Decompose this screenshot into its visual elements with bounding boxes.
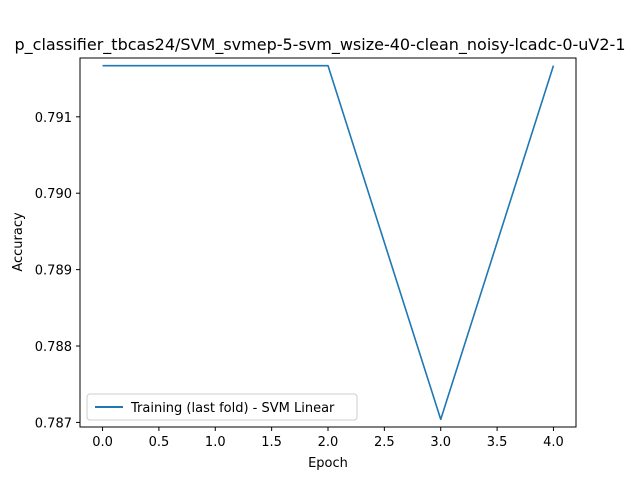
x-axis-label: Epoch [308,456,348,471]
legend-box [86,393,358,421]
x-tick-label: 2.5 [374,435,395,450]
x-tick-label: 2.0 [318,435,339,450]
x-tick-label: 3.0 [430,435,451,450]
x-tick-label: 1.0 [205,435,226,450]
legend-entry: Training (last fold) - SVM Linear [130,401,335,416]
x-tick-label: 4.0 [543,435,564,450]
y-tick-label: 0.789 [35,264,72,279]
x-tick-label: 3.5 [487,435,508,450]
series-line [102,64,555,421]
x-tick-label: 1.5 [261,435,282,450]
legend: Training (last fold) - SVM Linear [86,393,358,421]
y-tick-label: 0.788 [35,340,72,355]
x-tick-label: 0.5 [149,435,170,450]
y-tick-label: 0.790 [35,187,72,202]
series-layer [102,64,555,421]
y-axis-ticks: 0.787 0.788 0.789 0.790 0.791 [35,111,80,431]
y-tick-label: 0.791 [35,111,72,126]
x-axis-ticks: 0.0 0.5 1.0 1.5 2.0 2.5 3.0 3.5 4.0 [92,427,564,450]
x-tick-label: 0.0 [92,435,113,450]
y-axis-label: Accuracy [11,212,26,272]
plot-frame [79,57,577,428]
y-tick-label: 0.787 [35,416,72,431]
chart-title: p_classifier_tbcas24/SVM_svmep-5-svm_wsi… [14,35,625,55]
